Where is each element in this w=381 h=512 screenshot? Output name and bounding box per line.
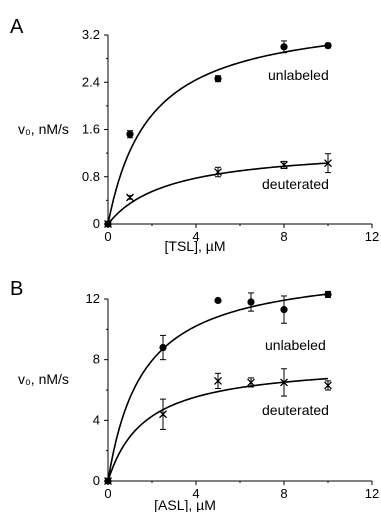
panel-a-unlabeled-fit-curve [107, 44, 329, 225]
panel-b-deuterated-point [104, 477, 112, 485]
panel-b-deuterated-point [214, 376, 222, 385]
panel-b-y-tick-label: 4 [93, 412, 100, 427]
panel-a-deuterated-point [214, 168, 222, 176]
panel-a-unlabeled-point [324, 42, 332, 50]
panel-b-x-tick-label: 8 [280, 486, 287, 501]
panel-a-y-tick-label: 1.6 [82, 122, 100, 137]
panel-b-y-tick-label: 0 [93, 473, 100, 488]
panel-b-x-tick-label: 4 [192, 486, 199, 501]
panel-a-deuterated-point [324, 159, 332, 168]
panel-b-unlabeled-fit-curve [107, 293, 329, 482]
panel-b-x-tick-label: 12 [365, 486, 379, 501]
panel-a-unlabeled-point [280, 43, 288, 51]
panel-a-deuterated-point [104, 220, 112, 228]
panel-b-x-tick-label: 0 [104, 486, 111, 501]
panel-b-unlabeled-point [280, 306, 288, 314]
panel-a-y-tick-label: 2.4 [82, 74, 100, 89]
panel-a-label-unlabeled: unlabeled [268, 67, 329, 83]
panel-b-deuterated-point [280, 378, 288, 387]
panel-b-label-unlabeled: unlabeled [265, 337, 326, 353]
panel-a-label: A [10, 16, 24, 38]
panel-a-y-tick-label: 0 [93, 216, 100, 231]
panel-b-y-tick-label: 8 [93, 352, 100, 367]
panel-a-x-tick-label: 12 [365, 229, 379, 244]
panel-b-label: B [10, 278, 23, 300]
panel-a-x-tick-label: 8 [280, 229, 287, 244]
panel-a-y-tick-label: 3.2 [82, 27, 100, 42]
panel-a-xlabel: [TSL], µM [165, 238, 226, 254]
panel-b-xlabel: [ASL], µM [154, 497, 216, 512]
panel-a-unlabeled-point [126, 130, 134, 138]
panel-b-ylabel: v₀, nM/s [18, 371, 69, 387]
panel-a-plot: 0 0.8 1.6 2.4 3.2 0 4 8 12 [82, 27, 379, 244]
panel-a-unlabeled-point [214, 75, 222, 83]
panel-b-unlabeled-point [247, 298, 255, 306]
panel-b-y-tick-label: 12 [86, 291, 100, 306]
panel-a-ylabel: v₀, nM/s [18, 121, 69, 137]
panel-b-plot: 0 4 8 12 0 4 8 12 [86, 290, 379, 501]
panel-b-unlabeled-point [159, 343, 167, 352]
panel-a-label-deuterated: deuterated [262, 176, 329, 192]
panel-b-unlabeled-point [214, 296, 222, 305]
panel-b-unlabeled-point [324, 290, 332, 299]
panel-b-deuterated-point [324, 381, 332, 390]
panel-a-y-tick-label: 0.8 [82, 169, 100, 184]
panel-b-deuterated-point [247, 378, 255, 387]
panel-a-x-tick-label: 4 [192, 229, 199, 244]
panel-b-label-deuterated: deuterated [262, 402, 329, 418]
panel-a-deuterated-point [126, 193, 134, 202]
panel-a-deuterated-point [280, 160, 288, 169]
panel-b-deuterated-fit-curve [107, 377, 329, 482]
panel-a-x-tick-label: 0 [104, 229, 111, 244]
panel-b-deuterated-point [159, 410, 167, 419]
